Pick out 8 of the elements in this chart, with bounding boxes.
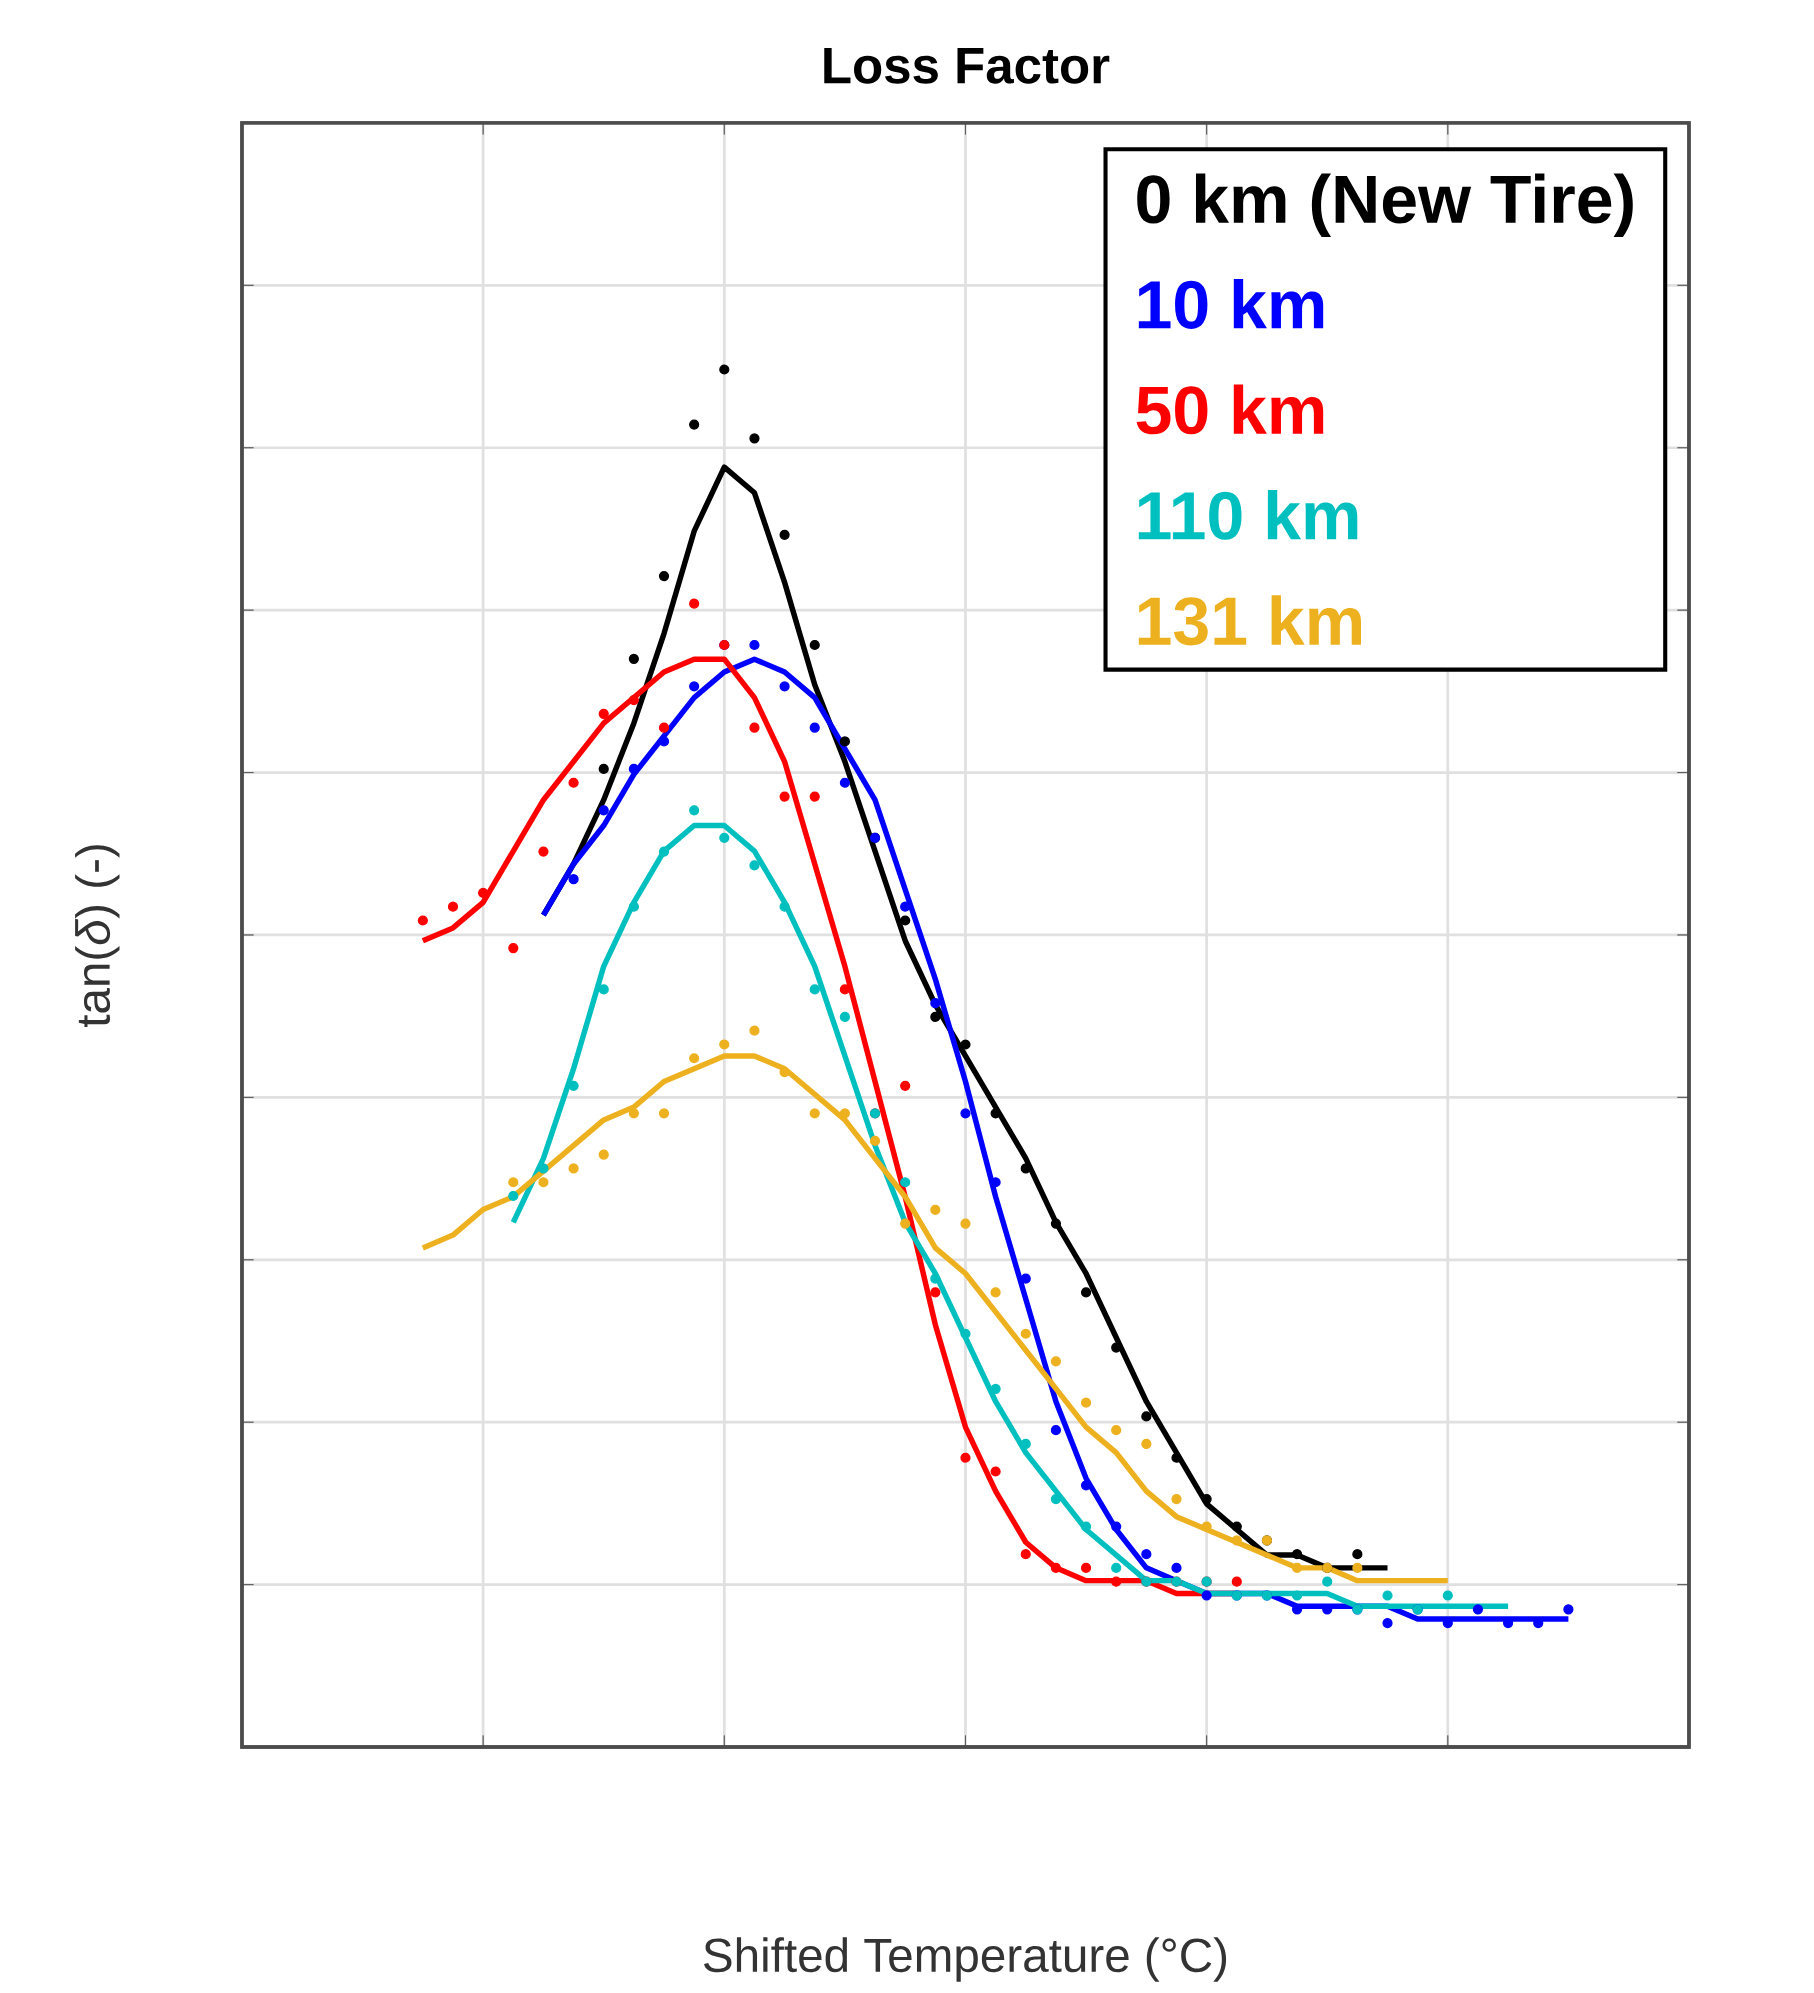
chart-title: Loss Factor xyxy=(824,48,1110,84)
text: 10 km xyxy=(1138,278,1324,329)
text: 131 km xyxy=(1138,595,1362,646)
text: 110 km xyxy=(1138,489,1358,540)
x-axis-title: Shifted Temperature (°C) xyxy=(704,1937,1227,1982)
text: 50 km xyxy=(1136,384,1324,435)
text: 0 km (New Tire) xyxy=(1137,173,1633,237)
y-axis-title: tan(δ) (-) xyxy=(75,845,120,1028)
